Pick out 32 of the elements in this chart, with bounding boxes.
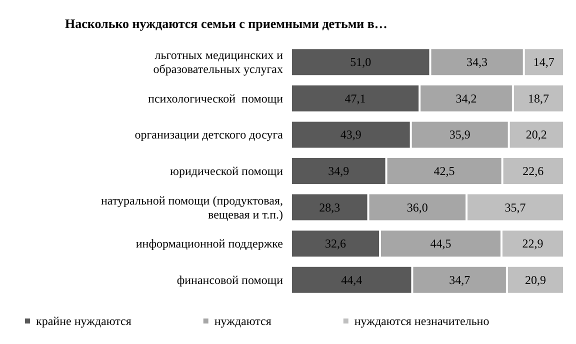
data-label: 34,3 <box>466 55 488 70</box>
data-label: 18,7 <box>528 91 549 106</box>
y-tick-label: информационной поддержке <box>136 236 283 251</box>
y-tick-label: льготных медицинских и образовательных услугах <box>153 48 284 76</box>
data-label: 34,7 <box>449 272 470 287</box>
legend-label: крайне нуждаются <box>36 314 132 328</box>
data-label: 14,7 <box>533 55 554 70</box>
data-label: 22,9 <box>522 236 544 251</box>
data-label: 34,9 <box>328 164 350 178</box>
data-label: 42,5 <box>434 164 455 178</box>
data-label: 20,9 <box>524 272 546 287</box>
data-label: 22,6 <box>522 164 544 178</box>
data-label: 20,2 <box>526 128 547 142</box>
data-label: 44,5 <box>430 236 452 251</box>
data-label: 35,9 <box>449 128 470 142</box>
legend-label: нуждаются незначительно <box>354 314 490 328</box>
data-label: 36,0 <box>406 200 428 214</box>
data-label: 28,3 <box>319 200 340 214</box>
data-label: 34,2 <box>456 91 477 106</box>
y-tick-label: финансовой помощи <box>176 272 284 287</box>
y-tick-label: организации детского досуга <box>134 128 284 142</box>
data-label: 44,4 <box>341 272 362 287</box>
y-tick-label: психологической помощи <box>148 91 284 106</box>
data-label: 35,7 <box>504 200 526 214</box>
y-tick-label: юридической помощи <box>170 164 284 178</box>
data-label: 47,1 <box>344 91 366 106</box>
chart-title: Насколько нуждаются семьи с приемными детьми в… <box>65 16 388 31</box>
data-label: 43,9 <box>340 128 362 142</box>
legend-label: нуждаются <box>214 314 272 328</box>
y-tick-label: натуральной помощи (продуктовая, вещевая и т.п.) <box>101 193 283 222</box>
data-label: 32,6 <box>325 236 346 251</box>
data-label: 51,0 <box>350 55 372 70</box>
